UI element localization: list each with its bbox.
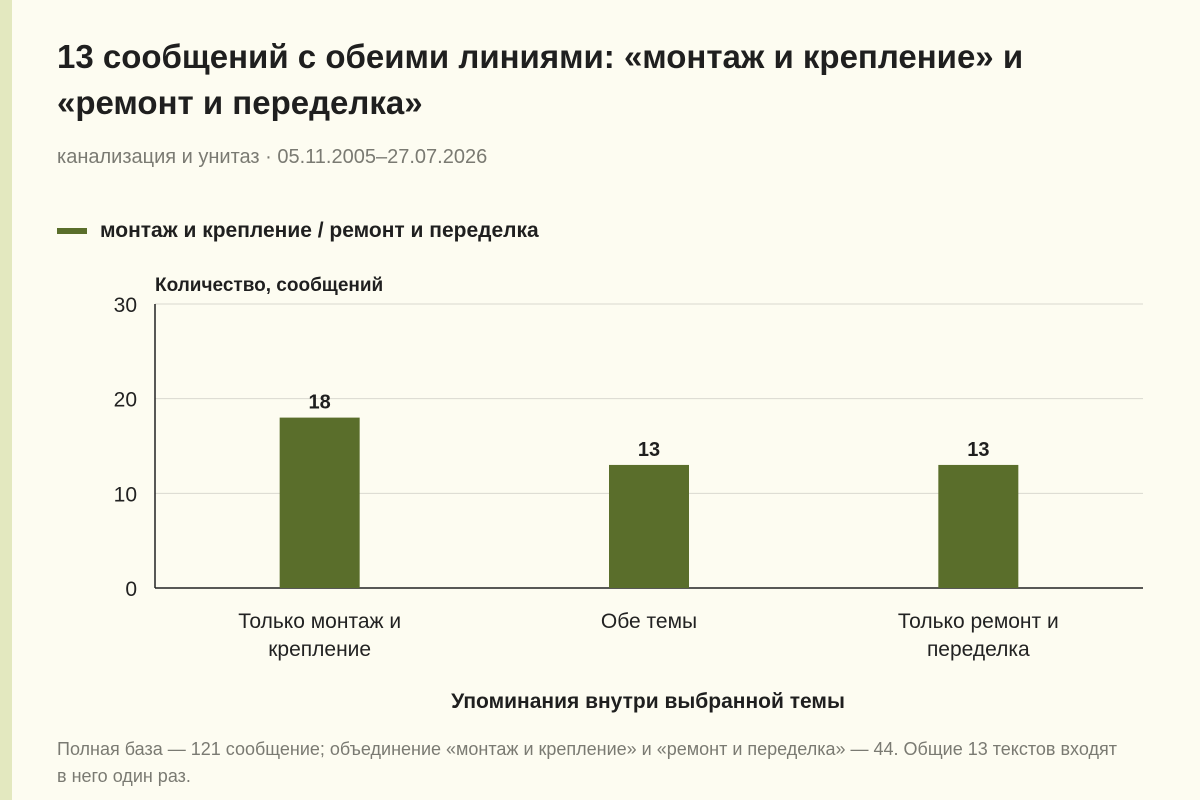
x-tick-label: Обе темы — [601, 610, 697, 633]
bar-value-label: 13 — [638, 439, 660, 461]
chart-title: 13 сообщений с обеими линиями: «монтаж и… — [57, 38, 1024, 121]
bar-value-label: 13 — [967, 439, 989, 461]
chart-subtitle: канализация и унитаз · 05.11.2005–27.07.… — [57, 146, 488, 168]
footnote: Полная база — 121 сообщение; объединение… — [57, 739, 1117, 786]
bar — [609, 464, 689, 588]
legend: монтаж и крепление / ремонт и переделка — [57, 219, 539, 243]
bar-value-label: 18 — [309, 392, 331, 414]
x-tick-label-line: Только монтаж и — [238, 610, 401, 633]
y-tick-label: 30 — [114, 294, 137, 317]
x-tick-label-line: крепление — [268, 638, 371, 661]
y-tick-label: 10 — [114, 483, 137, 506]
x-tick-label-line: переделка — [927, 638, 1030, 661]
side-accent-strip — [0, 0, 12, 800]
x-axis-label: Упоминания внутри выбранной темы — [451, 690, 845, 713]
y-tick-label: 0 — [125, 578, 137, 601]
legend-label: монтаж и крепление / ремонт и переделка — [100, 219, 539, 242]
x-tick-label-line: Обе темы — [601, 610, 697, 633]
x-tick-label: Только монтаж и крепление — [238, 610, 401, 661]
y-tick-label: 20 — [114, 389, 137, 412]
x-tick-label: Только ремонт и переделка — [898, 610, 1059, 661]
bar — [938, 464, 1019, 588]
legend-swatch — [57, 228, 87, 234]
bar — [279, 417, 360, 588]
bar-chart: 0 10 20 30 Количество, сообщений 18 Только мон… — [114, 275, 1143, 713]
y-axis-label: Количество, сообщений — [155, 275, 383, 296]
x-tick-label-line: Только ремонт и — [898, 610, 1059, 633]
